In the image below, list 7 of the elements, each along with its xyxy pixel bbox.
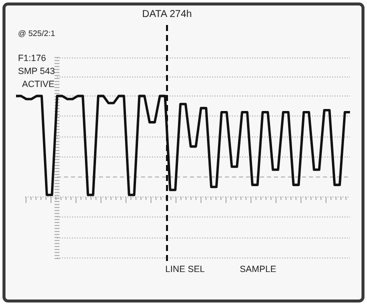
text: ACTIVE — [22, 79, 55, 89]
text: SAMPLE — [240, 264, 276, 274]
text: SMP 543 — [18, 66, 55, 76]
text: @ 525/2:1 — [18, 29, 56, 38]
text: DATA 274h — [142, 9, 192, 20]
text: LINE SEL — [165, 264, 205, 274]
text: F1:176 — [18, 53, 46, 63]
